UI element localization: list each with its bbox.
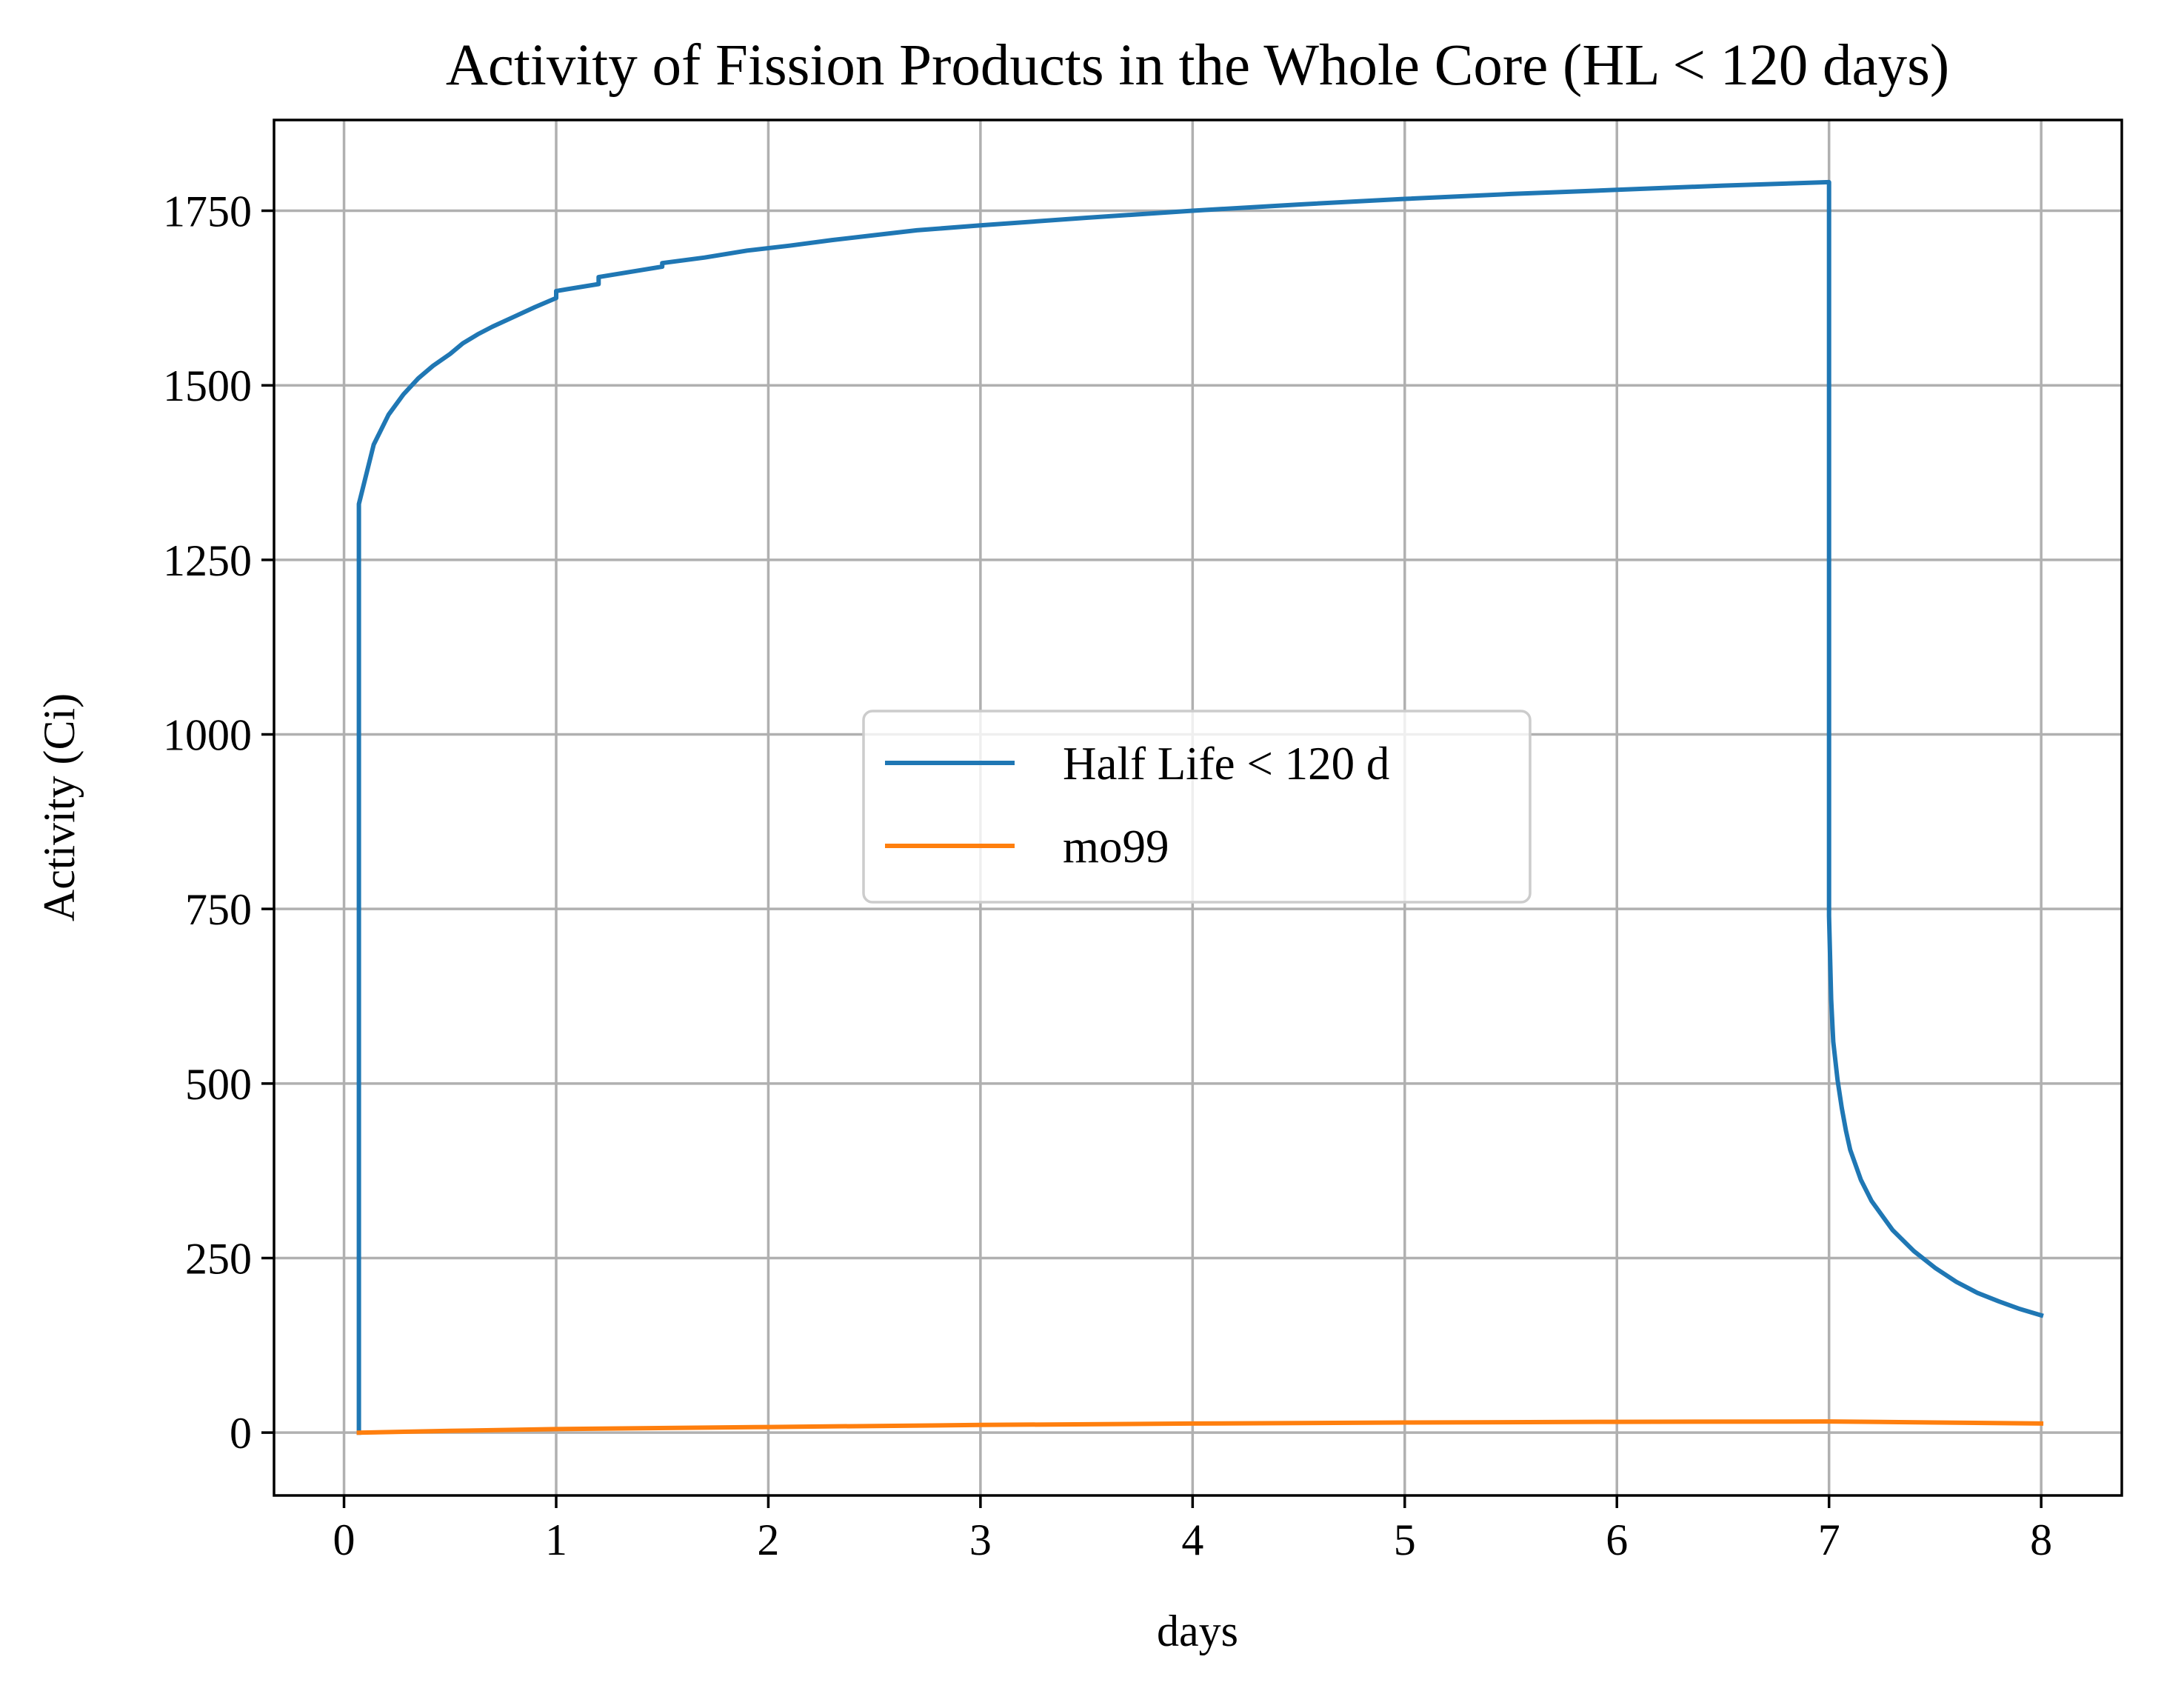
legend-label-mo99: mo99 bbox=[1063, 821, 1169, 873]
chart-title: Activity of Fission Products in the Whol… bbox=[446, 33, 1949, 98]
series-line-half-life bbox=[356, 179, 2044, 1435]
x-axis-ticks: 0 1 2 3 4 5 6 7 8 bbox=[333, 1495, 2052, 1564]
y-axis-label: Activity (Ci) bbox=[35, 693, 84, 921]
legend: Half Life < 120 d mo99 bbox=[862, 710, 1532, 904]
y-tick-label: 500 bbox=[185, 1060, 252, 1109]
x-tick-label: 2 bbox=[757, 1515, 779, 1564]
x-tick-label: 5 bbox=[1394, 1515, 1416, 1564]
legend-box bbox=[862, 710, 1532, 904]
x-axis-label: days bbox=[1157, 1607, 1238, 1655]
y-tick-label: 1250 bbox=[163, 536, 252, 585]
y-tick-label: 0 bbox=[230, 1409, 252, 1458]
x-tick-label: 8 bbox=[2030, 1515, 2052, 1564]
y-tick-label: 1000 bbox=[163, 711, 252, 760]
y-tick-label: 750 bbox=[185, 885, 252, 934]
y-tick-label: 1500 bbox=[163, 361, 252, 410]
series-line-mo99 bbox=[356, 1419, 2044, 1435]
y-tick-label: 1750 bbox=[163, 187, 252, 236]
y-axis-ticks: 0 250 500 750 1000 1250 1500 1750 bbox=[163, 187, 274, 1458]
plot-frame bbox=[273, 119, 2123, 1497]
series-lines bbox=[356, 179, 2044, 1435]
x-tick-label: 3 bbox=[969, 1515, 992, 1564]
y-tick-label: 250 bbox=[185, 1235, 252, 1284]
x-tick-label: 6 bbox=[1606, 1515, 1628, 1564]
legend-label-half-life: Half Life < 120 d bbox=[1063, 738, 1389, 790]
x-tick-label: 1 bbox=[545, 1515, 567, 1564]
x-tick-label: 4 bbox=[1181, 1515, 1203, 1564]
x-tick-label: 7 bbox=[1818, 1515, 1840, 1564]
x-tick-label: 0 bbox=[333, 1515, 355, 1564]
